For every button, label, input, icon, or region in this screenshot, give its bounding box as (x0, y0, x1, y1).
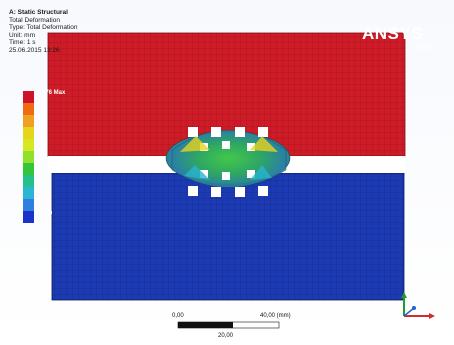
legend-labels: 4.476 Max 4.2, 3.7, 3.1, 2.6, 2,0, 1,5, … (37, 87, 65, 219)
legend-label: 2.6, (37, 138, 48, 144)
ansys-version: 16.0 (417, 42, 434, 52)
legend-label: 3.7, (37, 114, 48, 120)
legend-swatch (23, 139, 34, 151)
legend-max-label: 4.476 Max (37, 90, 66, 96)
result-info: A: Static Structural Total Deformation T… (9, 9, 78, 55)
analysis-title: A: Static Structural (9, 9, 68, 16)
legend-label: 3.1, (37, 126, 48, 132)
lattice-core[interactable] (165, 127, 291, 197)
legend-label: 4.2, (37, 102, 48, 108)
ansys-logo: ANSYS (362, 24, 424, 43)
scale-end-label: 40,00 (mm) (260, 313, 291, 319)
legend-swatch (23, 115, 34, 127)
lower-plate[interactable] (51, 172, 405, 301)
legend-min-label: 0 Min (37, 210, 53, 216)
scale-bar (177, 321, 280, 329)
legend-label: 1,5, (37, 174, 48, 180)
axis-triad-icon[interactable] (392, 290, 440, 322)
legend-swatch (23, 187, 34, 199)
scale-start-label: 0,00 (172, 313, 184, 319)
legend-swatch (23, 103, 34, 115)
legend-swatch (23, 211, 34, 223)
info-line: 25.06.2015 13:26 (9, 46, 60, 54)
legend-label: 1,0, (37, 186, 48, 192)
legend-swatch (23, 151, 34, 163)
info-line: Time: 1 s (9, 39, 36, 47)
legend-swatch (23, 175, 34, 187)
scale-mid-label: 20,00 (218, 333, 234, 339)
info-line: Unit: mm (9, 31, 35, 39)
legend-swatch (23, 91, 34, 103)
legend-label: 2,0, (37, 150, 48, 156)
legend-label: 0,5, (37, 198, 48, 204)
result-type: Total Deformation (9, 16, 60, 24)
info-line: Type: Total Deformation (9, 24, 78, 32)
color-legend: 4.476 Max 4.2, 3.7, 3.1, 2.6, 2,0, 1,5, … (23, 90, 65, 223)
legend-swatch (23, 163, 34, 175)
legend-label: 1,5, (37, 162, 48, 168)
legend-swatch (23, 127, 34, 139)
legend-swatch (23, 199, 34, 211)
